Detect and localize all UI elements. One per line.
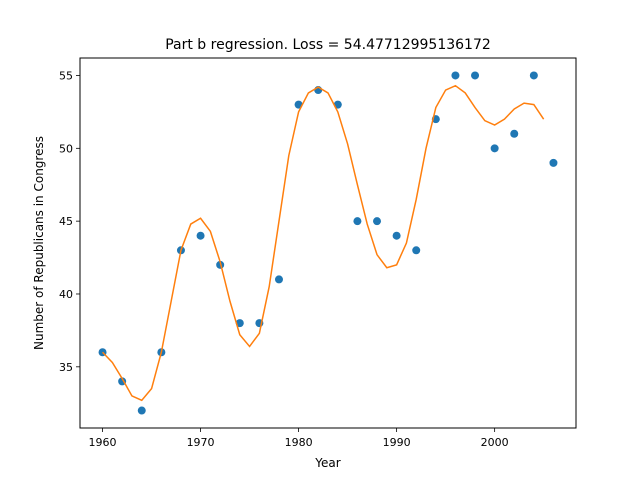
data-point bbox=[235, 319, 244, 328]
plot-area bbox=[98, 71, 558, 415]
data-point bbox=[490, 144, 499, 153]
data-point bbox=[137, 406, 146, 415]
y-tick-label: 55 bbox=[59, 69, 73, 82]
data-point bbox=[353, 217, 362, 226]
x-tick-label: 1970 bbox=[187, 436, 215, 449]
x-tick-label: 1990 bbox=[383, 436, 411, 449]
x-axis-label: Year bbox=[314, 456, 340, 470]
y-axis: 35 40 45 50 55 bbox=[59, 69, 80, 374]
data-point bbox=[549, 158, 558, 167]
x-axis: 1960 1970 1980 1990 2000 bbox=[89, 428, 509, 449]
y-tick-label: 45 bbox=[59, 215, 73, 228]
data-point bbox=[510, 129, 519, 138]
y-tick-label: 35 bbox=[59, 361, 73, 374]
data-point bbox=[412, 246, 421, 255]
data-point bbox=[451, 71, 460, 80]
chart-title: Part b regression. Loss = 54.47712995136… bbox=[165, 37, 491, 53]
data-point bbox=[274, 275, 283, 284]
data-point bbox=[471, 71, 480, 80]
data-point bbox=[373, 217, 382, 226]
y-tick-label: 40 bbox=[59, 288, 73, 301]
x-tick-label: 1960 bbox=[89, 436, 117, 449]
y-axis-label: Number of Republicans in Congress bbox=[32, 136, 46, 350]
data-point bbox=[196, 231, 205, 240]
y-tick-label: 50 bbox=[59, 142, 73, 155]
data-point bbox=[529, 71, 538, 80]
data-point bbox=[392, 231, 401, 240]
regression-curve bbox=[102, 84, 545, 402]
plot-frame bbox=[79, 57, 577, 429]
x-tick-label: 1980 bbox=[285, 436, 313, 449]
x-tick-label: 2000 bbox=[481, 436, 509, 449]
